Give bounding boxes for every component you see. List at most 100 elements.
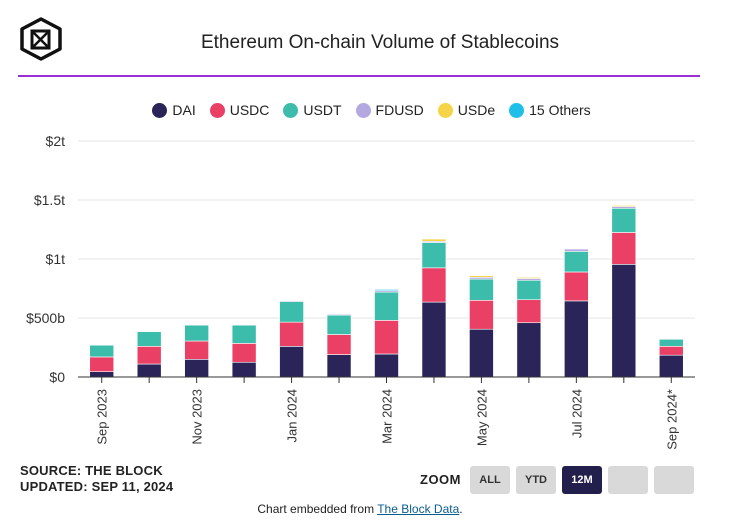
x-tick-label: Nov 2023: [190, 389, 205, 445]
bar-segment: [516, 322, 542, 378]
bar-segment: [326, 354, 352, 378]
x-tick-label: Jan 2024: [285, 389, 300, 443]
x-tick-label: Mar 2024: [380, 389, 395, 444]
bar-segment: [279, 299, 304, 301]
bar-segment: [421, 301, 447, 378]
bar-segment: [374, 353, 399, 378]
y-tick-label: $0: [49, 369, 65, 385]
legend-item[interactable]: FDUSD: [355, 102, 424, 119]
bar-segment: [469, 328, 494, 378]
embed-prefix: Chart embedded from: [257, 502, 378, 516]
legend-item[interactable]: USDT: [283, 102, 342, 119]
the-block-logo: [20, 17, 62, 61]
bar-segment: [374, 289, 399, 291]
bar-segment: [611, 204, 637, 206]
y-tick-label: $1t: [46, 251, 66, 267]
bar-segment: [611, 207, 637, 233]
source-text: SOURCE: THE BLOCK: [20, 463, 163, 478]
legend-label: USDC: [229, 102, 270, 119]
title-divider: [18, 75, 700, 77]
bar-segment: [421, 267, 447, 303]
legend-label: 15 Others: [529, 102, 591, 119]
bar-segment: [564, 300, 589, 378]
zoom-extra-button-2[interactable]: [654, 466, 694, 494]
source-block: SOURCE: THE BLOCK UPDATED: SEP 11, 2024: [20, 463, 173, 495]
bar-segment: [279, 346, 304, 378]
bar-segment: [421, 238, 447, 240]
bar-segment: [231, 324, 257, 344]
zoom-all-button[interactable]: ALL: [470, 466, 510, 494]
bar-segment: [469, 278, 494, 301]
legend-swatch: [355, 103, 371, 119]
stacked-bar-chart: $0 $500b $1t $1.5t $2t Sep 2023 Nov 2023 Jan 20…: [26, 133, 695, 450]
legend-swatch: [509, 103, 525, 119]
bar-segment: [469, 299, 494, 330]
bar-segment: [658, 346, 684, 356]
bar-segment: [184, 358, 209, 378]
bar-segment: [611, 232, 637, 265]
bar-segment: [326, 314, 352, 335]
zoom-ytd-button[interactable]: YTD: [516, 466, 556, 494]
chart-title: Ethereum On-chain Volume of Stablecoins: [200, 32, 560, 53]
bar-segment: [136, 330, 162, 332]
bar-segment: [658, 338, 684, 347]
x-tick-label: May 2024: [474, 389, 489, 446]
bar-segment: [516, 279, 542, 301]
legend-swatch: [437, 103, 453, 119]
embed-suffix: .: [459, 502, 463, 516]
bar-segment: [231, 343, 257, 363]
x-tick-label: Jul 2024: [569, 389, 584, 438]
legend-swatch: [209, 103, 225, 119]
bar-segment: [469, 274, 494, 276]
chart-legend: DAI USDC USDT FDUSD USDe 15 Others: [0, 101, 743, 119]
zoom-label: ZOOM: [420, 472, 461, 487]
legend-label: FDUSD: [375, 102, 424, 119]
bar-segment: [564, 247, 589, 249]
bar-segment: [326, 334, 352, 355]
bar-segment: [89, 371, 115, 378]
y-tick-label: $2t: [46, 133, 66, 149]
bar-segment: [516, 299, 542, 324]
bar-segment: [136, 363, 162, 378]
bar-segment: [89, 343, 115, 345]
bar-segment: [231, 361, 257, 378]
bar-segment: [658, 354, 684, 378]
bar-segment: [89, 356, 115, 372]
zoom-extra-button-1[interactable]: [608, 466, 648, 494]
x-tick-label: Sep 2024*: [664, 389, 679, 450]
bar-segment: [184, 324, 209, 342]
legend-item[interactable]: USDC: [209, 102, 270, 119]
bar-segment: [231, 323, 257, 325]
the-block-data-link[interactable]: The Block Data: [377, 502, 460, 516]
legend-item[interactable]: DAI: [152, 102, 196, 119]
bar-segment: [564, 271, 589, 302]
bar-segment: [564, 248, 589, 252]
legend-item[interactable]: 15 Others: [509, 102, 591, 119]
bar-segment: [89, 344, 115, 358]
legend-label: USDT: [303, 102, 342, 119]
bar-segment: [374, 320, 399, 355]
x-tick-label: Sep 2023: [95, 389, 110, 445]
zoom-12m-button[interactable]: 12M: [562, 466, 602, 494]
bar-segment: [421, 242, 447, 269]
legend-swatch: [283, 103, 299, 119]
bar-segment: [564, 251, 589, 273]
bar-segment: [184, 340, 209, 360]
y-tick-label: $500b: [26, 310, 65, 326]
bar-segment: [421, 238, 447, 242]
legend-item[interactable]: USDe: [437, 102, 496, 119]
bar-segment: [136, 331, 162, 347]
legend-swatch: [152, 103, 168, 119]
y-tick-label: $1.5t: [34, 192, 65, 208]
updated-text: UPDATED: SEP 11, 2024: [20, 479, 174, 494]
bar-segment: [374, 291, 399, 321]
bar-segment: [136, 346, 162, 365]
bar-segment: [279, 301, 304, 323]
legend-label: USDe: [457, 102, 496, 119]
legend-label: DAI: [172, 102, 196, 119]
bar-segment: [326, 313, 352, 315]
bar-segment: [279, 321, 304, 347]
bar-segment: [611, 264, 637, 378]
bar-segment: [184, 323, 209, 325]
bar-segment: [516, 276, 542, 278]
